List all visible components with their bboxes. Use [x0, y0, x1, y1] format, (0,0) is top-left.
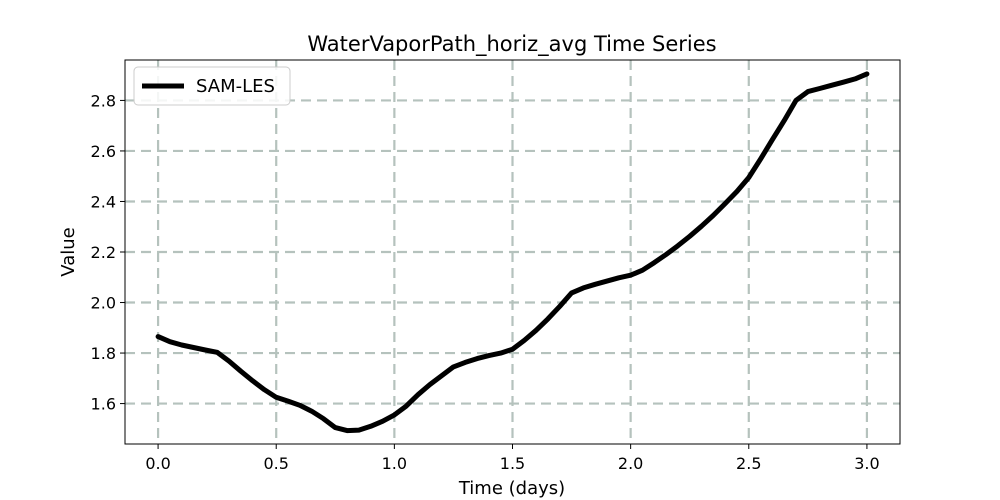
x-axis-label: Time (days) — [458, 478, 565, 499]
chart-title: WaterVaporPath_horiz_avg Time Series — [307, 32, 716, 57]
y-tick-label: 1.6 — [91, 395, 116, 414]
y-tick-label: 2.0 — [91, 294, 116, 313]
y-tick-label: 2.6 — [91, 142, 116, 161]
y-tick-label: 2.2 — [91, 243, 116, 262]
series-line-sam-les — [155, 71, 870, 434]
x-tick-label: 0.5 — [263, 454, 288, 473]
y-tick-label: 2.8 — [91, 91, 116, 110]
y-axis: 1.6 1.8 2.0 2.2 2.4 2.6 2.8 — [91, 91, 125, 414]
y-tick-label: 2.4 — [91, 192, 116, 211]
legend-box — [133, 66, 291, 106]
y-tick-label: 1.8 — [91, 344, 116, 363]
legend: SAM-LES — [133, 66, 291, 106]
series-layer — [155, 71, 870, 434]
x-tick-label: 2.5 — [736, 454, 761, 473]
x-tick-label: 1.0 — [382, 454, 407, 473]
x-tick-label: 3.0 — [854, 454, 879, 473]
x-axis: 0.0 0.5 1.0 1.5 2.0 2.5 3.0 — [145, 444, 880, 473]
x-tick-label: 1.5 — [500, 454, 525, 473]
x-tick-label: 0.0 — [145, 454, 170, 473]
y-axis-label: Value — [58, 227, 79, 276]
x-tick-label: 2.0 — [618, 454, 643, 473]
grid — [125, 60, 900, 444]
legend-entry: SAM-LES — [196, 76, 275, 97]
